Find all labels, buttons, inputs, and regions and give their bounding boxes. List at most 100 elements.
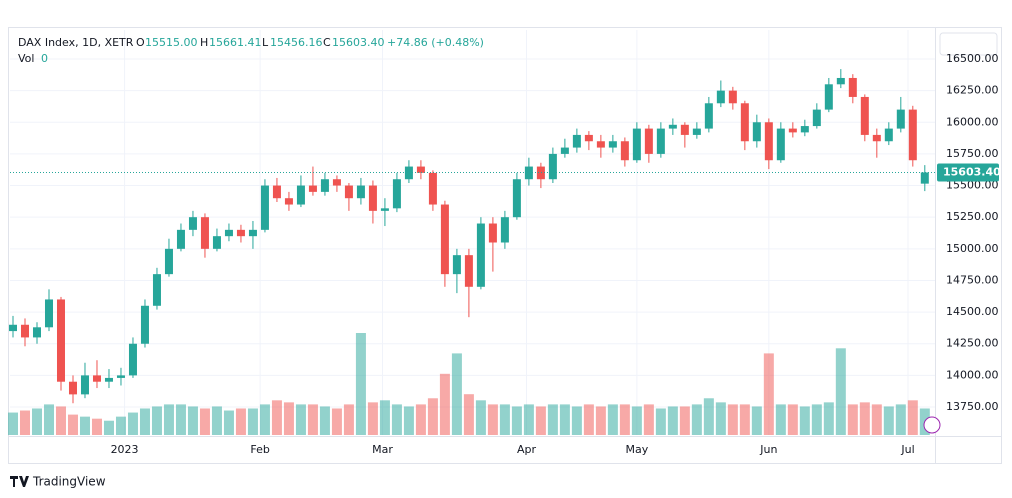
o-label: O (136, 36, 145, 49)
candle-body (788, 128, 797, 133)
volume-bar (79, 416, 90, 435)
candle-body (236, 229, 245, 237)
volume-bar (859, 402, 870, 435)
candle-body (212, 236, 221, 249)
candle-body (560, 147, 569, 154)
candle-body (428, 172, 437, 205)
volume-bar (655, 408, 666, 435)
volume-bar (91, 418, 102, 435)
volume-bar (67, 414, 78, 435)
l-label: L (262, 36, 269, 49)
candle-body (332, 179, 341, 186)
volume-bar (751, 406, 762, 435)
candle-body (764, 122, 773, 161)
volume-bar (391, 404, 402, 435)
volume-bar (475, 400, 486, 435)
volume-bar (103, 420, 114, 435)
plot (7, 30, 935, 435)
candle-body (152, 274, 161, 306)
volume-bar (331, 408, 342, 435)
volume-bar (559, 404, 570, 435)
candle-body (512, 179, 521, 218)
volume-bar (667, 406, 678, 435)
candle-body (92, 375, 101, 382)
volume-bar (703, 398, 714, 435)
volume-bar (55, 406, 66, 435)
low-value: 15456.16 (270, 36, 323, 49)
volume-bar (175, 404, 186, 435)
volume-bar (307, 404, 318, 435)
volume-bar (847, 404, 858, 435)
candle-body (56, 299, 65, 382)
candle-body (464, 255, 473, 287)
candle-body (728, 90, 737, 104)
volume-bar (415, 404, 426, 435)
volume-bar (19, 410, 30, 435)
brand-name: TradingView (32, 475, 106, 489)
candle-body (416, 166, 425, 173)
event-icon[interactable] (923, 416, 941, 434)
open-value: 15515.00 (145, 36, 198, 49)
candle-body (44, 299, 53, 328)
volume-bar (511, 406, 522, 435)
volume-bar (463, 394, 474, 435)
x-tick-label: 2023 (111, 443, 139, 456)
volume-bar (199, 408, 210, 435)
volume-bar (619, 404, 630, 435)
candle-body (632, 128, 641, 161)
candle-body (908, 109, 917, 161)
candle-body (344, 185, 353, 199)
candle-body (116, 375, 125, 378)
volume-bar (367, 402, 378, 435)
candle-body (824, 84, 833, 110)
volume-bar (439, 373, 450, 435)
candle-body (584, 134, 593, 142)
candle-body (812, 109, 821, 127)
candle-body (248, 229, 257, 237)
x-tick-label: Mar (372, 443, 393, 456)
volume-bar (127, 412, 138, 435)
y-tick-label: 15000.00 (946, 242, 999, 255)
symbol: DAX Index, 1D, XETR (18, 36, 134, 49)
y-tick-label: 13750.00 (946, 400, 999, 413)
x-tick-label: Jun (759, 443, 777, 456)
volume-bar (631, 406, 642, 435)
volume-bar (343, 404, 354, 435)
candle-body (272, 185, 281, 199)
volume-bar (283, 402, 294, 435)
axis-button[interactable] (939, 32, 998, 56)
candle-body (200, 217, 209, 249)
volume-bar (571, 406, 582, 435)
volume-bar (7, 412, 18, 435)
candle-body (284, 198, 293, 205)
y-tick-label: 14500.00 (946, 305, 999, 318)
candle-body (740, 103, 749, 142)
legend: DAX Index, 1D, XETR O 15515.00 H 15661.4… (18, 36, 484, 65)
y-tick-label: 15250.00 (946, 210, 999, 223)
candle-body (404, 166, 413, 180)
candle-body (164, 248, 173, 275)
change: +74.86 (+0.48%) (387, 36, 484, 49)
volume-bar (895, 404, 906, 435)
candle-body (860, 96, 869, 135)
candle-body (884, 128, 893, 142)
candle-body (776, 128, 785, 161)
candle-body (704, 103, 713, 129)
candle-body (872, 134, 881, 142)
candle-body (440, 204, 449, 275)
volume-bar (43, 404, 54, 435)
candle-body (224, 229, 233, 237)
high-value: 15661.41 (209, 36, 262, 49)
c-label: C (323, 36, 331, 49)
vol-label: Vol (18, 52, 34, 65)
candle-body (320, 179, 329, 192)
candle-body (20, 324, 29, 338)
volume-bar (643, 404, 654, 435)
y-tick-label: 14000.00 (946, 368, 999, 381)
candle-body (692, 128, 701, 135)
candle-body (104, 377, 113, 382)
volume-bar (31, 408, 42, 435)
volume-bar (259, 404, 270, 435)
logo (10, 476, 29, 487)
